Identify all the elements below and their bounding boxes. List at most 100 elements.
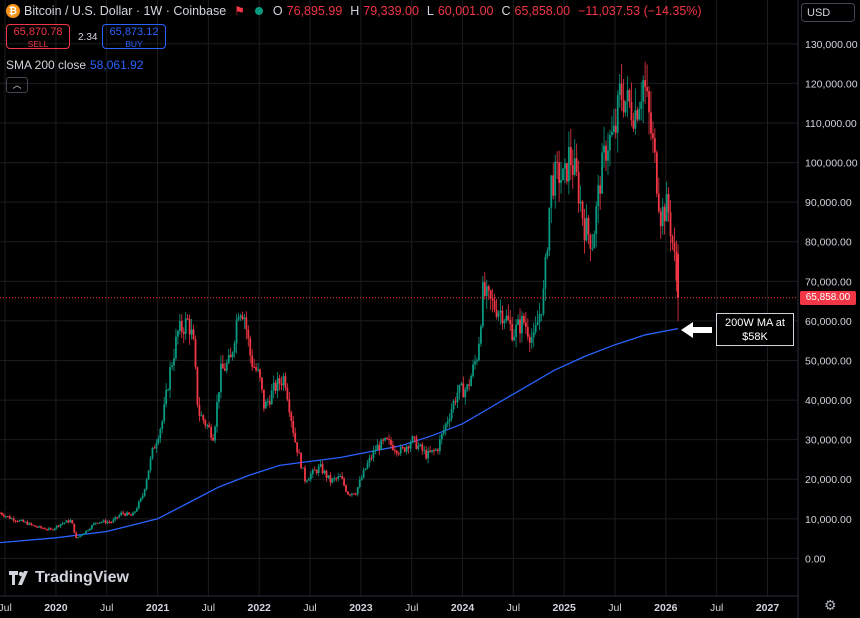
candle-body	[622, 99, 625, 113]
candle	[587, 215, 590, 245]
candle-body	[24, 521, 27, 523]
low-label: L	[426, 4, 434, 18]
candle	[198, 397, 201, 422]
y-tick-label: 60,000.00	[805, 316, 852, 328]
candle	[567, 131, 570, 195]
candle	[640, 81, 643, 121]
candle-body	[642, 80, 645, 102]
candle-body	[483, 282, 486, 297]
x-tick-label: 2021	[146, 602, 170, 614]
candle-body	[302, 467, 304, 469]
candle	[149, 455, 152, 473]
currency-selector[interactable]: USD	[801, 3, 855, 22]
candle-body	[323, 470, 326, 474]
arrow-left-icon	[681, 322, 712, 338]
spread-value: 2.34	[78, 32, 98, 43]
close-label: C	[501, 4, 511, 18]
candle-body	[112, 519, 115, 523]
candle-body	[67, 520, 70, 523]
open-value: 76,895.99	[286, 4, 343, 18]
candle	[450, 403, 453, 422]
candle	[513, 329, 516, 342]
candle	[558, 150, 561, 202]
tradingview-logo[interactable]: TradingView	[9, 569, 129, 587]
candle-body	[640, 101, 643, 109]
candle	[229, 347, 232, 358]
candle	[14, 519, 17, 523]
candle	[294, 427, 297, 443]
candle	[634, 88, 637, 135]
candle-body	[442, 430, 445, 434]
candle-body	[435, 449, 437, 451]
candle-body	[89, 528, 91, 531]
candle	[216, 394, 218, 433]
candle	[263, 389, 265, 412]
candle-body	[476, 360, 478, 362]
candle-body	[397, 453, 400, 455]
candle-body	[208, 425, 211, 428]
candle	[476, 357, 478, 366]
candle-body	[296, 442, 299, 453]
candle-body	[341, 476, 344, 479]
candle-body	[544, 256, 547, 289]
candle	[675, 240, 678, 292]
candle	[221, 354, 224, 369]
candle-body	[507, 315, 510, 320]
indicator-legend[interactable]: SMA 200 close 58,061.92	[6, 58, 143, 72]
candle-body	[667, 193, 670, 213]
candle	[307, 477, 310, 481]
candle-body	[550, 175, 553, 208]
candle	[405, 445, 408, 455]
candle	[106, 520, 109, 525]
candle	[480, 323, 482, 347]
annotation-line-1: 200W MA at	[725, 317, 785, 329]
candle-body	[620, 83, 623, 100]
candle	[585, 204, 588, 242]
candle	[218, 392, 220, 409]
candle	[650, 91, 652, 141]
candle	[433, 448, 435, 456]
candle	[38, 525, 40, 528]
candle	[630, 82, 633, 127]
candle-body	[198, 404, 201, 416]
candle-body	[354, 494, 357, 496]
candle	[87, 529, 89, 532]
candle-body	[40, 526, 42, 528]
sell-button[interactable]: 65,870.78 SELL	[6, 24, 70, 49]
candle-body	[372, 450, 375, 459]
candle	[220, 355, 222, 399]
candle-body	[378, 444, 381, 450]
candle-body	[239, 315, 242, 318]
candle	[362, 467, 365, 479]
collapse-icon[interactable]: ︿	[6, 77, 28, 93]
candle-body	[616, 95, 619, 133]
candle-body	[122, 512, 125, 514]
y-tick-label: 30,000.00	[805, 435, 852, 447]
candle	[157, 435, 160, 445]
candle-body	[169, 367, 171, 390]
candle-body	[12, 518, 15, 521]
flag-icon[interactable]: ⚑	[234, 4, 245, 18]
candle	[243, 313, 246, 329]
candle	[393, 445, 396, 455]
candle	[1, 511, 3, 516]
settings-gear-icon[interactable]: ⚙	[824, 597, 837, 613]
candle	[466, 383, 469, 393]
candle-body	[266, 401, 269, 403]
candle-body	[221, 363, 224, 369]
candle-body	[49, 528, 52, 530]
candle	[259, 368, 261, 382]
candle	[360, 475, 363, 481]
buy-button[interactable]: 65,873.12 BUY	[102, 24, 166, 49]
buy-price: 65,873.12	[109, 26, 159, 38]
chart-header: ₿ Bitcoin / U.S. Dollar · 1W · Coinbase …	[6, 4, 706, 18]
candle-body	[487, 286, 490, 291]
candle-body	[18, 520, 21, 522]
candle-body	[509, 319, 512, 325]
candle-body	[212, 437, 214, 441]
candle	[380, 438, 383, 451]
symbol-title[interactable]: Bitcoin / U.S. Dollar · 1W · Coinbase	[24, 4, 227, 18]
candle-body	[79, 535, 82, 538]
candle-body	[423, 450, 426, 452]
